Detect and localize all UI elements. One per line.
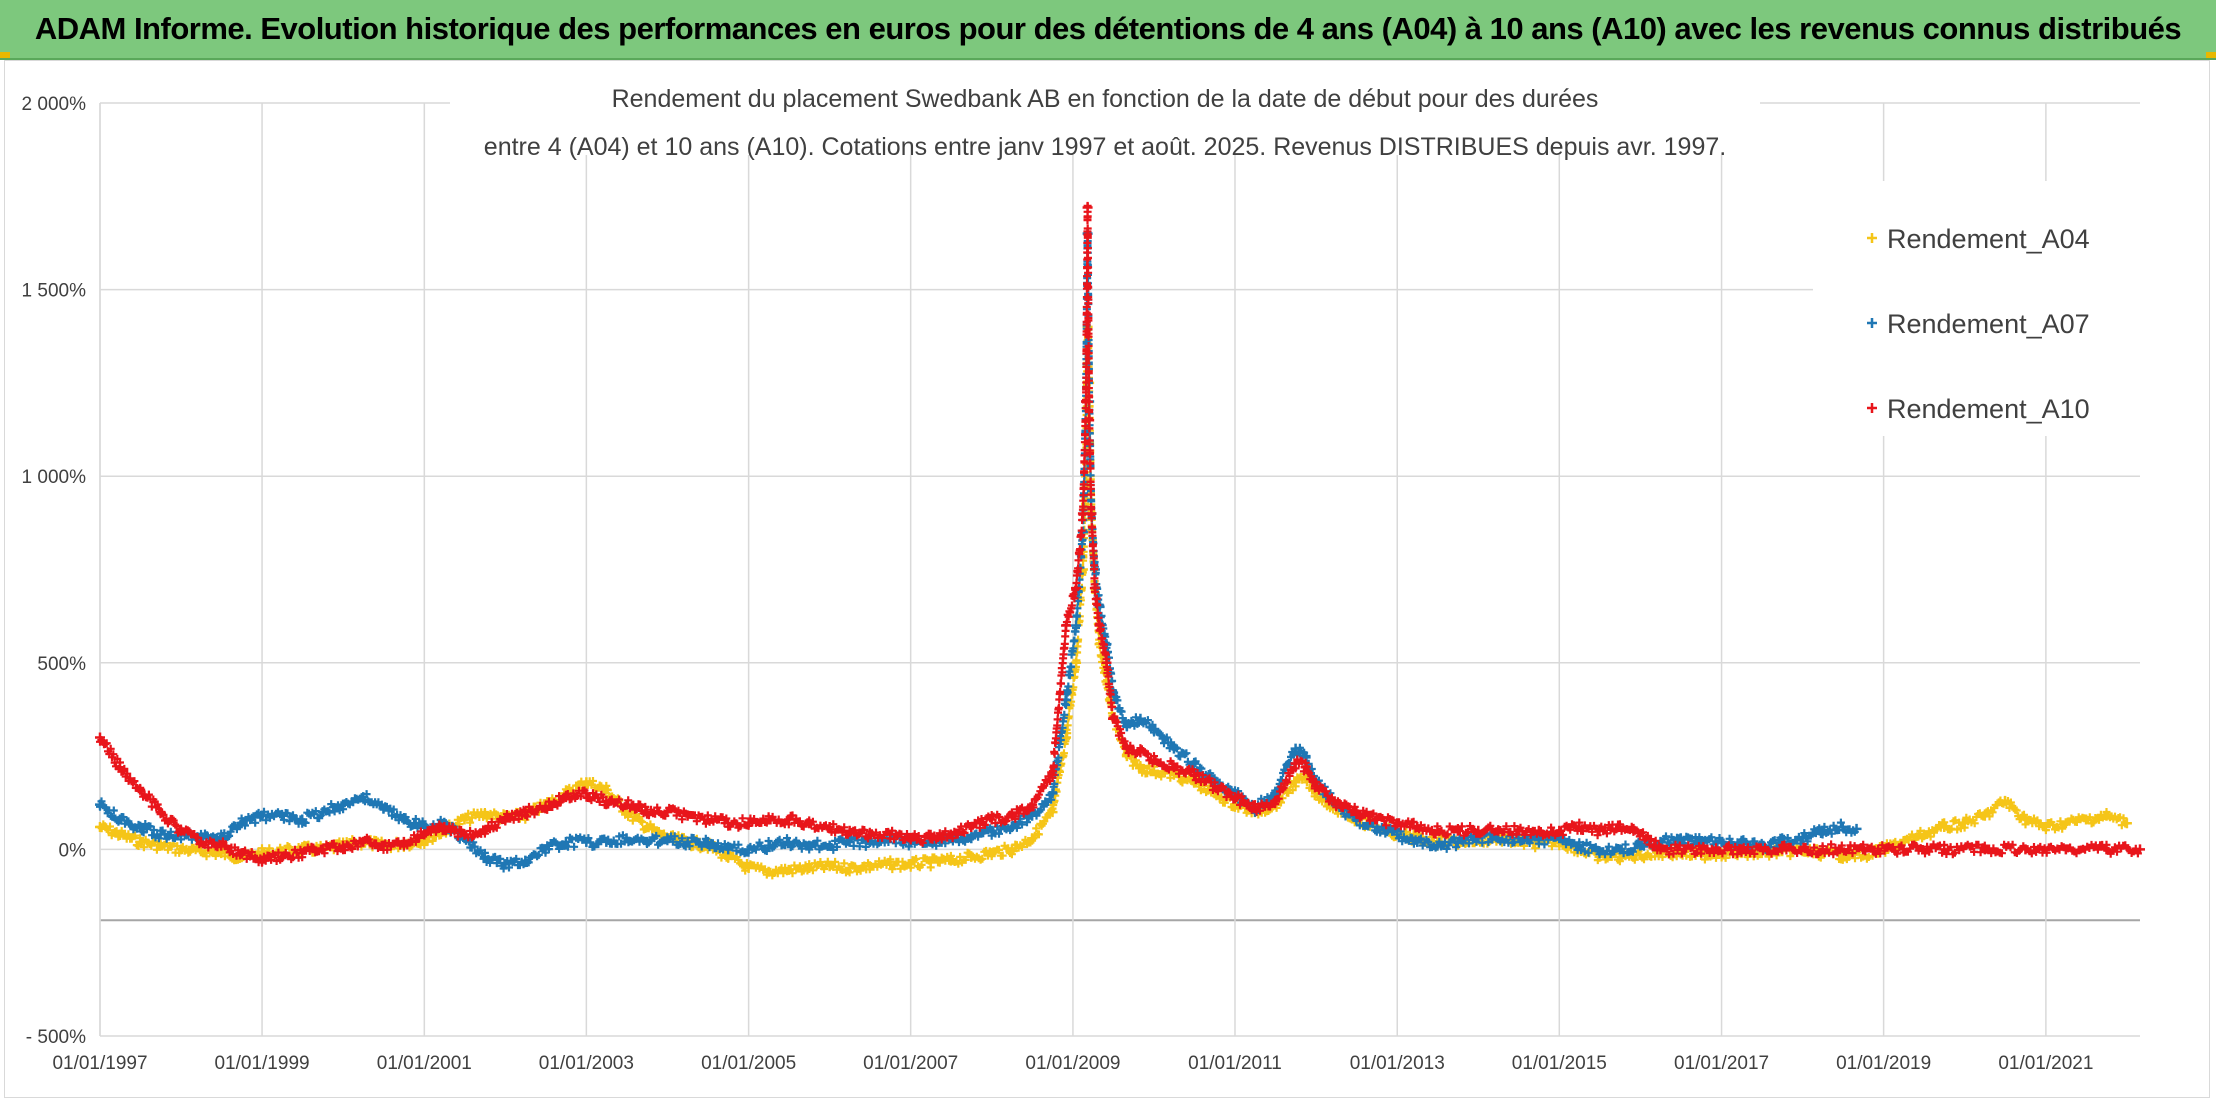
legend-label: Rendement_A10 [1887,394,2090,424]
y-tick-label: 1 000% [22,467,87,488]
y-tick-label: 500% [37,654,86,675]
chart-frame: 2 000% 1 500% 1 000% 500% 0% - 500% 01/01/199… [4,60,2210,1098]
legend-marker [1867,233,1877,243]
x-tick-label: 01/01/2005 [701,1053,796,1074]
chart-title-line2: entre 4 (A04) et 10 ans (A10). Cotations… [484,133,1726,161]
x-tick-label: 01/01/2011 [1188,1053,1282,1074]
page-banner-title: ADAM Informe. Evolution historique des p… [0,0,2216,60]
y-tick-label: 2 000% [22,94,87,115]
x-tick-label: 01/01/1997 [52,1053,147,1074]
legend-label: Rendement_A04 [1887,224,2090,254]
x-axis-ticks: 01/01/1997 01/01/1999 01/01/2001 01/01/2003… [52,1053,2093,1074]
x-tick-label: 01/01/2007 [863,1053,958,1074]
y-tick-label: - 500% [26,1027,86,1048]
x-tick-label: 01/01/1999 [214,1053,309,1074]
chart-legend: Rendement_A04 Rendement_A07 Rendement_A10 [1813,181,2143,436]
legend-marker [1867,403,1877,413]
title-background [450,63,1760,155]
x-tick-label: 01/01/2013 [1350,1053,1445,1074]
legend-label: Rendement_A07 [1887,309,2090,339]
series-Rendement_A07 [95,228,1862,873]
x-tick-label: 01/01/2009 [1025,1053,1120,1074]
scatter-chart: 2 000% 1 500% 1 000% 500% 0% - 500% 01/01/199… [22,63,2145,1074]
x-tick-label: 01/01/2001 [377,1053,472,1074]
chart-title-line1: Rendement du placement Swedbank AB en fo… [612,85,1599,113]
corner-marker-right [2206,52,2216,58]
y-axis-ticks: 2 000% 1 500% 1 000% 500% 0% - 500% [22,94,87,1048]
corner-marker-left [0,52,10,58]
series-Rendement_A10 [95,201,2145,867]
grid-lines [99,102,2140,1037]
x-tick-label: 01/01/2021 [1998,1053,2093,1074]
x-tick-label: 01/01/2015 [1512,1053,1607,1074]
y-tick-label: 1 500% [22,281,87,302]
x-tick-label: 01/01/2017 [1674,1053,1769,1074]
y-tick-label: 0% [59,840,87,861]
series-markers [96,228,1859,873]
legend-background [1813,181,2143,436]
series-markers [96,201,2142,867]
x-tick-label: 01/01/2003 [539,1053,634,1074]
x-tick-label: 01/01/2019 [1836,1053,1931,1074]
data-series [95,201,2145,880]
legend-marker [1867,318,1877,328]
